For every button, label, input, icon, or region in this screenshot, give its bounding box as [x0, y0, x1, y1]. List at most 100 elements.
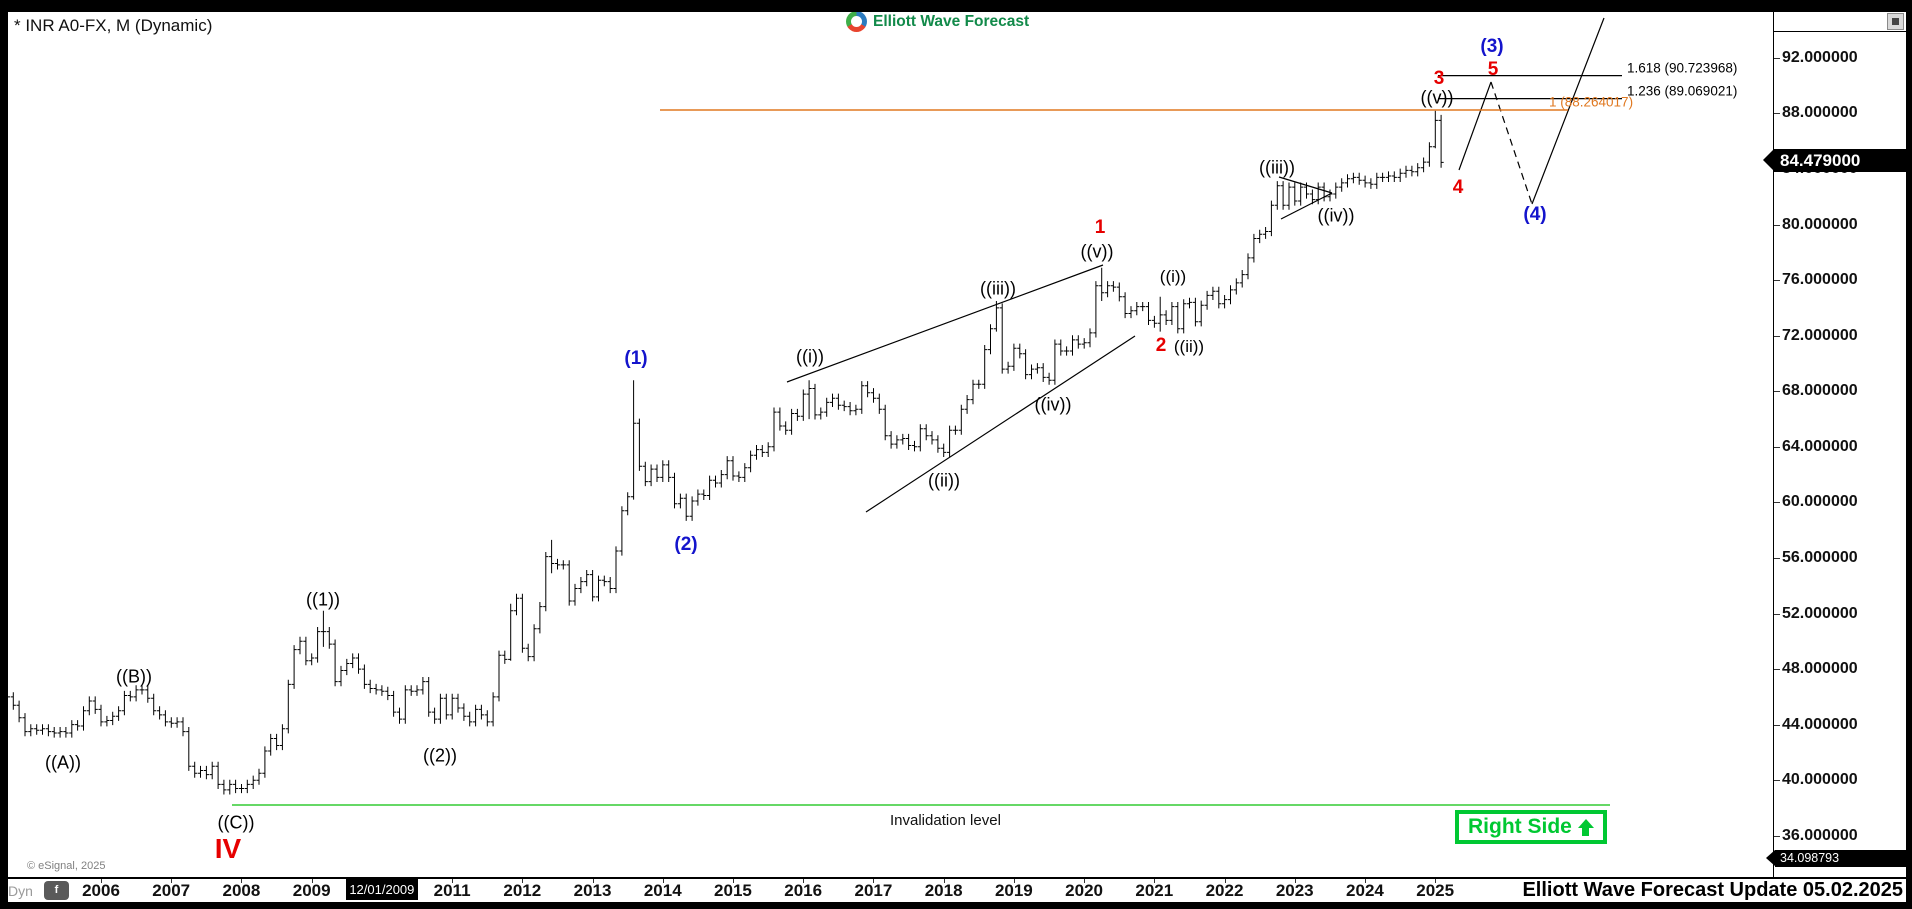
price-axis-label: 48.000000 — [1782, 660, 1858, 678]
projection-up-final — [1531, 17, 1605, 205]
wave-label: 2 — [1155, 335, 1167, 356]
price-axis-tick — [1773, 669, 1780, 671]
wave-label: ((i)) — [796, 346, 824, 367]
wave-label: 5 — [1487, 59, 1499, 80]
projection-down-to-4 — [1490, 81, 1533, 205]
wave-label: (3) — [1480, 36, 1504, 57]
price-axis-label: 88.000000 — [1782, 104, 1858, 122]
wave-label: ((v)) — [1080, 241, 1114, 262]
price-axis-tick — [1773, 113, 1780, 115]
trendline-wave1-highs — [786, 264, 1104, 383]
time-axis-tick — [311, 877, 313, 883]
price-axis-tick — [1773, 57, 1780, 59]
invalidation-level-label: Invalidation level — [890, 812, 1001, 829]
time-axis-tick — [732, 877, 734, 883]
right-side-badge: Right Side — [1455, 810, 1607, 844]
price-axis-label: 52.000000 — [1782, 604, 1858, 622]
time-axis-tick — [241, 877, 243, 883]
current-price-tag-arrow — [1763, 149, 1774, 171]
wave-label: ((A)) — [45, 752, 81, 773]
time-axis-tick — [943, 877, 945, 883]
trendline-wave2-lows — [865, 335, 1136, 513]
fib-level-label: 1.618 (90.723968) — [1627, 60, 1738, 76]
time-axis-tick — [1294, 877, 1296, 883]
copyright-note: © eSignal, 2025 — [27, 860, 106, 872]
fib-level-label: 1 (88.264017) — [1549, 94, 1634, 110]
time-axis-separator — [8, 877, 1906, 879]
fib-level-label: 1.236 (89.069021) — [1627, 83, 1738, 99]
wave-label: ((ii)) — [928, 470, 960, 491]
restore-window-icon[interactable] — [1887, 13, 1904, 30]
chart-title: * INR A0-FX, M (Dynamic) — [14, 16, 213, 35]
time-axis-year-label: 2022 — [1205, 881, 1244, 900]
update-note: Elliott Wave Forecast Update 05.02.2025 — [1522, 879, 1903, 901]
time-axis-year-label: 2013 — [573, 881, 612, 900]
wave-label: ((B)) — [116, 666, 152, 687]
time-axis-tick — [101, 877, 102, 883]
price-axis-label: 92.000000 — [1782, 48, 1858, 66]
price-axis-label: 80.000000 — [1782, 215, 1858, 233]
time-axis-tick — [873, 877, 875, 883]
time-axis-year-label: 2024 — [1346, 881, 1384, 900]
price-axis-tick — [1773, 335, 1780, 337]
time-axis-year-label: 2011 — [433, 881, 471, 900]
time-axis-year-label: 2016 — [784, 881, 823, 900]
low-price-tag-arrow — [1766, 850, 1775, 866]
wave-label: ((iii)) — [1259, 157, 1295, 178]
wave-label: ((1)) — [306, 589, 340, 610]
wave-label: IV — [214, 833, 242, 864]
time-axis-tick — [662, 877, 664, 883]
price-axis-tick — [1773, 446, 1780, 448]
price-axis-separator — [1773, 12, 1774, 878]
price-axis-label: 60.000000 — [1782, 493, 1858, 511]
price-axis-tick — [1773, 391, 1780, 393]
time-axis-tick — [522, 877, 524, 883]
time-axis-year-label: 2020 — [1065, 881, 1103, 900]
window-frame-top — [0, 0, 1912, 12]
low-price-tag: 34.098793 — [1775, 850, 1906, 867]
wave-label: ((i)) — [1159, 267, 1187, 286]
price-axis-tick — [1773, 613, 1780, 615]
price-axis-label: 56.000000 — [1782, 548, 1858, 566]
dyn-mode-label: Dyn — [8, 883, 33, 899]
time-axis-year-label: 2025 — [1416, 881, 1455, 900]
time-axis-tick — [1084, 877, 1086, 883]
time-axis-year-label: 2017 — [854, 881, 893, 900]
wave-label: ((iv)) — [1317, 205, 1355, 226]
triangle-lower — [1280, 192, 1333, 220]
time-axis-year-label: 2007 — [152, 881, 191, 900]
window-frame-left — [0, 0, 8, 909]
time-axis-year-label: 2018 — [924, 881, 963, 900]
time-axis-year-label: 2021 — [1135, 881, 1174, 900]
wave-label: 3 — [1433, 68, 1445, 89]
price-axis-tick — [1773, 780, 1780, 782]
time-axis-year-label: 2012 — [503, 881, 542, 900]
wave-label: ((v)) — [1420, 87, 1454, 108]
time-axis-tick — [592, 877, 594, 883]
price-axis-label: 40.000000 — [1782, 771, 1858, 789]
time-axis-year-label: 2009 — [292, 881, 331, 900]
wave-label: ((ii)) — [1173, 337, 1205, 356]
price-axis-label: 64.000000 — [1782, 437, 1858, 455]
time-axis-tick — [1154, 877, 1156, 883]
price-axis-label: 44.000000 — [1782, 715, 1858, 733]
time-axis-tick — [1435, 877, 1437, 883]
time-axis-year-label: 2006 — [82, 881, 120, 900]
wave-label: ((2)) — [423, 745, 457, 766]
elliott-wave-forecast-logo-icon — [846, 11, 867, 32]
time-axis-tick — [1364, 877, 1366, 883]
dyn-lock-icon[interactable]: f — [44, 881, 69, 900]
time-axis-tick — [1013, 877, 1015, 883]
selected-date-tag[interactable]: 12/01/2009 — [345, 879, 418, 900]
projection-up-to-5 — [1458, 81, 1492, 171]
time-axis-year-label: 2008 — [222, 881, 261, 900]
time-axis-year-label: 2014 — [643, 881, 682, 900]
brand-text: Elliott Wave Forecast — [873, 12, 1030, 30]
price-axis-tick — [1773, 724, 1780, 726]
price-axis-tick — [1773, 557, 1780, 559]
wave-label: (4) — [1523, 204, 1547, 225]
price-axis-top-border — [1773, 31, 1906, 32]
price-axis-label: 76.000000 — [1782, 271, 1858, 289]
